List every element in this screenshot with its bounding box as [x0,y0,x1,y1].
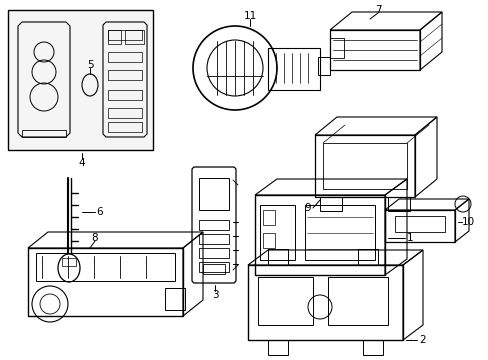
Bar [199,220,228,230]
Bar [108,52,142,62]
Bar [263,210,274,225]
Bar [357,249,377,265]
Bar [199,234,228,244]
Bar [319,197,341,211]
Text: 6: 6 [97,207,103,217]
Bar [362,340,382,355]
Bar [203,264,224,274]
Bar [247,265,402,340]
Bar [394,216,444,232]
Bar [125,30,143,44]
Bar [28,248,183,316]
Bar [387,197,409,211]
Bar [260,205,294,260]
Bar [329,30,419,70]
Bar [267,48,319,90]
Bar [323,143,406,189]
Bar [327,277,387,325]
Bar [314,135,414,197]
Bar [108,30,121,44]
Bar [199,248,228,258]
Bar [22,130,66,137]
Bar [267,249,287,265]
Bar [108,108,142,118]
Bar [263,233,274,248]
Bar [258,277,312,325]
Bar [254,195,384,275]
Bar [267,340,287,355]
Text: 5: 5 [86,60,93,70]
Bar [384,210,454,242]
Bar [329,38,343,58]
Text: 10: 10 [461,217,473,227]
Bar [8,10,153,150]
Bar [317,57,329,75]
Text: 4: 4 [79,158,85,168]
Bar [36,253,175,281]
Bar [108,30,142,40]
Text: 11: 11 [243,11,256,21]
Bar [199,178,228,210]
Text: 2: 2 [419,335,426,345]
Bar [305,205,374,260]
Text: 8: 8 [92,233,98,243]
Text: 9: 9 [304,203,311,213]
Bar [164,288,184,310]
Text: 7: 7 [374,5,381,15]
Bar [108,90,142,100]
Text: 3: 3 [211,290,218,300]
Bar [108,70,142,80]
Bar [62,258,76,266]
Bar [108,122,142,132]
Bar [199,262,228,272]
Text: 1: 1 [406,233,412,243]
